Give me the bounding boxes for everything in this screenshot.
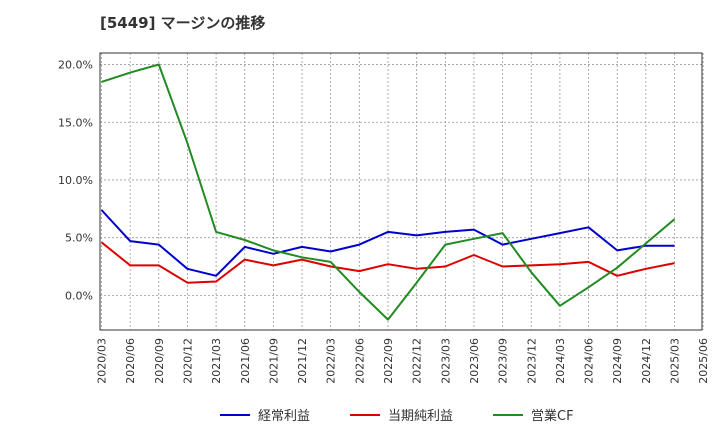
x-tick-label: 2025/03: [669, 338, 682, 384]
x-axis-ticks: 2020/03 2020/06 2020/09 2020/12 2021/03 2021/…: [96, 338, 711, 384]
y-tick-label: 10.0%: [58, 174, 93, 187]
x-tick-label: 2021/06: [239, 338, 252, 384]
y-tick-label: 0.0%: [65, 289, 93, 302]
y-tick-label: 20.0%: [58, 59, 93, 72]
x-tick-label: 2022/09: [382, 338, 395, 384]
x-tick-label: 2021/03: [210, 338, 223, 384]
legend-label: 営業CF: [531, 408, 574, 424]
x-tick-label: 2023/03: [439, 338, 452, 384]
legend: 経常利益 当期純利益 営業CF: [220, 408, 574, 424]
x-tick-label: 2022/06: [353, 338, 366, 384]
x-tick-label: 2020/12: [181, 338, 194, 384]
x-tick-label: 2020/03: [96, 338, 109, 384]
x-tick-label: 2020/06: [124, 338, 137, 384]
x-tick-label: 2024/12: [640, 338, 653, 384]
y-tick-label: 5.0%: [65, 232, 93, 245]
chart-title: [5449] マージンの推移: [100, 14, 266, 32]
x-tick-label: 2023/12: [525, 338, 538, 384]
series-line-当期純利益: [100, 241, 675, 284]
x-tick-label: 2020/09: [153, 338, 166, 384]
x-tick-label: 2025/06: [697, 338, 710, 384]
series-lines: [100, 63, 676, 321]
x-tick-label: 2024/03: [554, 338, 567, 384]
x-tick-label: 2022/03: [325, 338, 338, 384]
x-tick-label: 2023/09: [497, 338, 510, 384]
y-tick-label: 15.0%: [58, 116, 93, 129]
legend-label: 経常利益: [258, 409, 310, 424]
x-tick-label: 2022/12: [411, 338, 424, 384]
grid-lines: [100, 53, 704, 330]
x-tick-label: 2021/12: [296, 338, 309, 384]
series-line-営業CF: [101, 63, 676, 321]
x-tick-label: 2021/09: [267, 338, 280, 384]
x-tick-label: 2023/06: [468, 338, 481, 384]
x-tick-label: 2024/06: [583, 338, 596, 384]
legend-label: 当期純利益: [388, 409, 453, 424]
x-tick-label: 2024/09: [611, 338, 624, 384]
plot-frame: [99, 52, 703, 331]
y-axis-ticks: 20.0% 15.0% 10.0% 5.0% 0.0%: [58, 59, 93, 303]
series-line-経常利益: [100, 209, 675, 277]
